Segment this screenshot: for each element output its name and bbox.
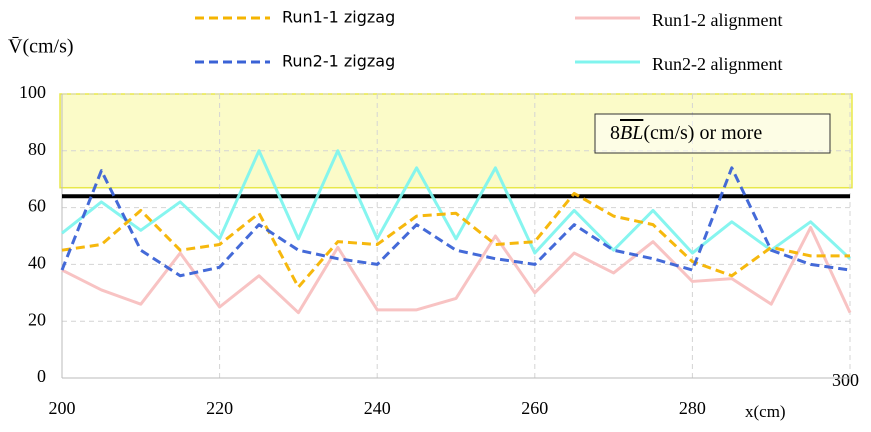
series-line — [60, 166, 851, 278]
y-axis-label: V̄(cm/s) — [8, 36, 74, 58]
x-tick-label: 220 — [206, 398, 233, 418]
annotation-suffix: (cm/s) or more — [643, 122, 762, 144]
legend-label: Run1-1 zigzag — [282, 8, 395, 27]
y-tick-label: 100 — [19, 82, 46, 102]
x-tick-label: 200 — [49, 398, 76, 418]
x-tick-label: 280 — [679, 398, 706, 418]
annotation-box — [594, 113, 831, 154]
series-line — [61, 225, 852, 315]
legend-label: Run2-1 zigzag — [282, 52, 395, 71]
annotation-prefix: 8 — [610, 122, 620, 144]
y-tick-label: 20 — [28, 309, 46, 329]
series-line — [61, 191, 850, 289]
annotation: 8BL(cm/s) or more — [610, 122, 762, 144]
legend-label: Run1-2 alignment — [652, 10, 782, 30]
series-line — [61, 149, 852, 260]
legend-label: Run2-2 alignment — [652, 54, 782, 74]
x-tick-label: 260 — [521, 398, 548, 418]
x-tick-label: 300 — [832, 370, 859, 390]
y-tick-label: 60 — [28, 196, 46, 216]
annotation-symbol: BL — [620, 122, 643, 144]
y-tick-label: 80 — [28, 139, 46, 159]
y-tick-label: 40 — [28, 253, 46, 273]
x-axis-label: x(cm) — [745, 402, 786, 421]
y-tick-label: 0 — [37, 366, 46, 386]
x-tick-label: 240 — [364, 398, 391, 418]
